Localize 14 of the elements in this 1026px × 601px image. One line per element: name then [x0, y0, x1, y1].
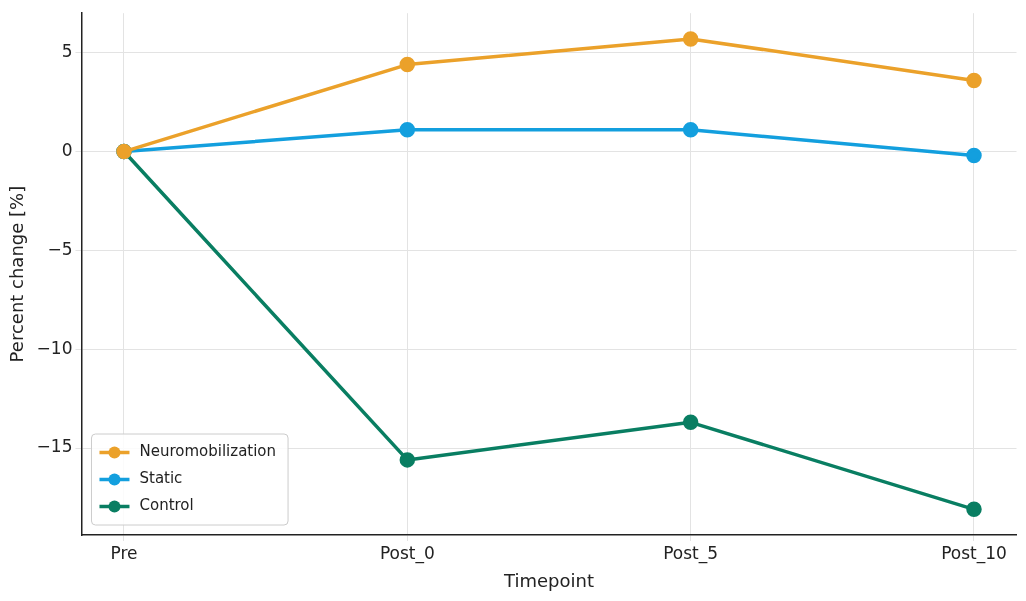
- y-tick-label: −15: [36, 436, 73, 457]
- x-tick-label: Post_0: [379, 542, 435, 564]
- y-tick-label: 5: [61, 41, 73, 62]
- y-axis-title: Percent change [%]: [6, 185, 28, 363]
- x-tick-label: Post_10: [941, 542, 1007, 564]
- legend-label: Control: [139, 496, 194, 515]
- y-tick-label: −5: [47, 238, 73, 259]
- x-tick-label: Post_5: [663, 542, 719, 564]
- x-axis-title: Timepoint: [503, 569, 594, 591]
- legend-label: Static: [139, 469, 183, 488]
- y-tick-label: −10: [36, 337, 73, 358]
- x-tick-label: Pre: [110, 542, 138, 563]
- y-tick-label: 0: [61, 139, 73, 160]
- legend-label: Neuromobilization: [139, 442, 277, 461]
